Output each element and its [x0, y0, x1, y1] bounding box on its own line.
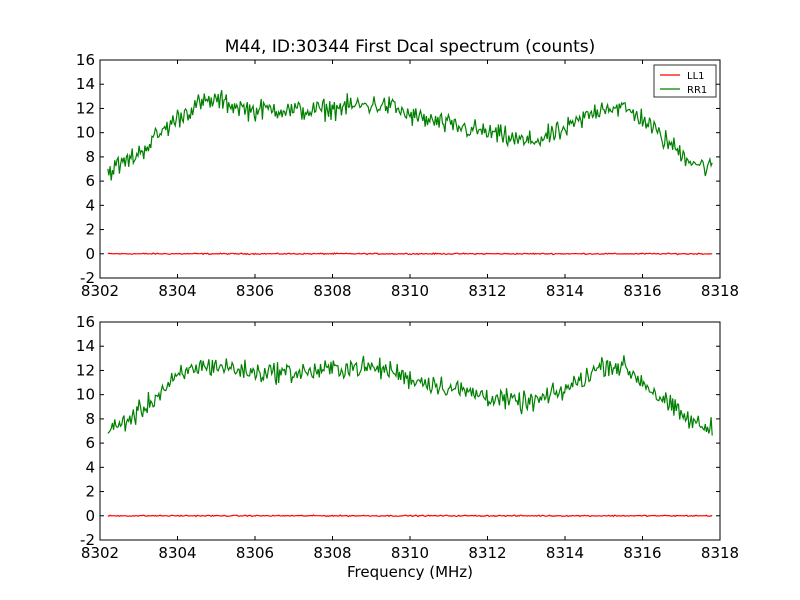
- x-tick-label: 8308: [313, 544, 351, 562]
- x-axis-label: Frequency (MHz): [347, 563, 473, 581]
- x-tick-label: 8312: [468, 282, 506, 300]
- series-line-ll1: [107, 514, 713, 518]
- x-tick-label: 8304: [158, 282, 196, 300]
- y-tick-label: 8: [85, 148, 95, 166]
- y-tick-label: 12: [76, 361, 95, 379]
- legend-label-ll1: LL1: [687, 71, 705, 82]
- series-line-rr1: [107, 355, 713, 436]
- x-tick-label: 8306: [236, 544, 274, 562]
- x-tick-label: 8310: [391, 282, 429, 300]
- legend-box: [653, 64, 717, 98]
- y-tick-label: 10: [76, 124, 95, 142]
- chart-title: M44, ID:30344 First Dcal spectrum (count…: [225, 37, 596, 57]
- y-tick-label: 0: [85, 245, 95, 263]
- y-tick-label: 12: [76, 99, 95, 117]
- x-tick-label: 8306: [236, 282, 274, 300]
- y-tick-label: 14: [76, 75, 95, 93]
- x-tick-label: 8302: [81, 282, 119, 300]
- x-tick-label: 8314: [546, 544, 584, 562]
- x-tick-label: 8316: [623, 282, 661, 300]
- x-tick-label: 8304: [158, 544, 196, 562]
- y-tick-label: 2: [85, 221, 95, 239]
- x-tick-label: 8314: [546, 282, 584, 300]
- y-tick-label: 4: [85, 196, 95, 214]
- panel-2: 8302 8304 8306 8308 8310 8312 8314 8316 8318 -2 0 2…: [76, 313, 739, 562]
- y-tick-label: 4: [85, 458, 95, 476]
- series-line-ll1: [107, 252, 713, 256]
- x-tick-label: 8318: [701, 282, 739, 300]
- y-tick-label: -2: [80, 531, 95, 549]
- y-tick-label: 16: [76, 51, 95, 69]
- legend-label-rr1: RR1: [687, 85, 707, 96]
- x-tick-label: 8310: [391, 544, 429, 562]
- x-tick-label: 8312: [468, 544, 506, 562]
- y-tick-label: 8: [85, 410, 95, 428]
- y-tick-label: 10: [76, 386, 95, 404]
- y-tick-label: 16: [76, 313, 95, 331]
- y-tick-label: 14: [76, 337, 95, 355]
- y-tick-label: 2: [85, 483, 95, 501]
- x-tick-label: 8308: [313, 282, 351, 300]
- x-tick-label: 8318: [701, 544, 739, 562]
- x-tick-label: 8316: [623, 544, 661, 562]
- y-tick-label: 6: [85, 434, 95, 452]
- y-tick-label: -2: [80, 269, 95, 287]
- panel-1: 8302 8304 8306 8308 8310 8312 8314 8316 8318 -2 0 2…: [76, 51, 739, 300]
- series-line-rr1: [107, 90, 713, 181]
- y-tick-label: 0: [85, 507, 95, 525]
- x-tick-label: 8302: [81, 544, 119, 562]
- chart-panels: 8302 8304 8306 8308 8310 8312 8314 8316 8318 -2 0 2…: [76, 51, 739, 562]
- y-tick-label: 6: [85, 172, 95, 190]
